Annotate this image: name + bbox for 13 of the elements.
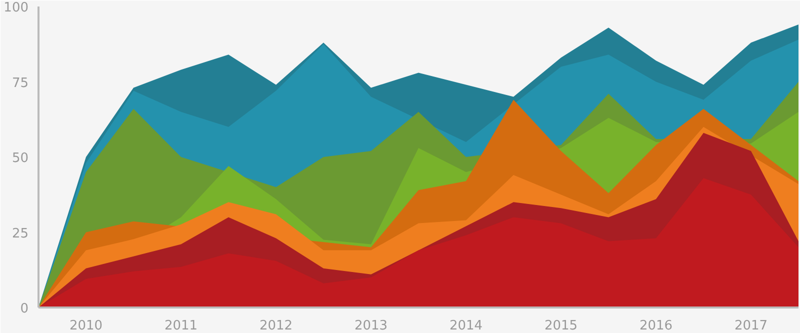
y-tick-label: 50 [12,151,29,166]
x-tick-label: 2012 [259,318,293,333]
y-tick-label: 75 [12,76,29,91]
x-tick-label: 2017 [734,318,768,333]
x-tick-label: 2010 [69,318,103,333]
y-tick-label: 25 [12,226,29,242]
y-tick-label: 100 [4,0,29,16]
y-tick-label: 0 [20,302,29,316]
x-tick-label: 2016 [639,318,673,333]
x-tick-label: 2015 [544,318,578,333]
x-tick-label: 2013 [354,318,388,333]
x-tick-label: 2014 [449,318,483,333]
x-tick-label: 2011 [164,318,198,333]
